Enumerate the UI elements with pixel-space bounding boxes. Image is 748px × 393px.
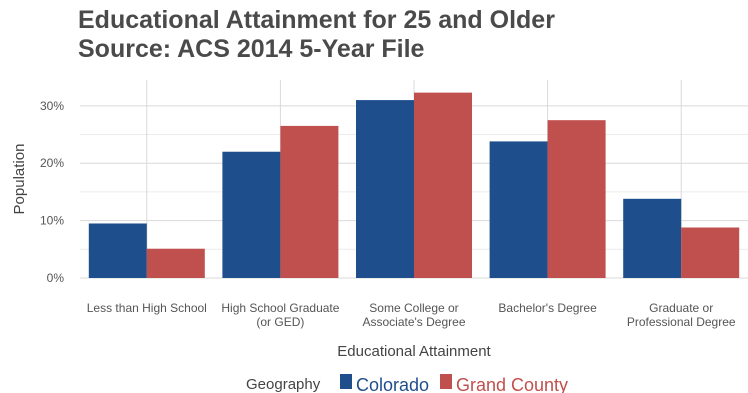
- x-tick-label: Bachelor's Degree: [498, 301, 597, 315]
- bar-colorado: [356, 100, 414, 278]
- bar-colorado: [489, 141, 548, 278]
- y-tick-label: 30%: [40, 99, 64, 113]
- chart-title-block: Educational Attainment for 25 and Older …: [78, 6, 555, 64]
- y-tick-label: 0%: [47, 271, 65, 285]
- bar-colorado: [222, 151, 281, 278]
- x-tick-label: Graduate or Professional Degree: [627, 301, 736, 329]
- legend: Geography Colorado Grand County: [246, 374, 568, 393]
- chart-title: Educational Attainment for 25 and Older: [78, 6, 555, 34]
- bar-grand-county: [414, 92, 472, 278]
- x-tick-label: Some College or Associate's Degree: [362, 301, 465, 329]
- bar-colorado: [88, 223, 147, 278]
- bar-grand-county: [547, 120, 606, 278]
- x-axis-ticks: Less than High School High School Graduat…: [87, 301, 736, 329]
- legend-label-grand-county: Grand County: [456, 375, 568, 393]
- legend-key-colorado: [340, 374, 352, 389]
- legend-title: Geography: [246, 376, 321, 393]
- bar-colorado: [623, 198, 682, 278]
- bar-grand-county: [280, 125, 339, 278]
- y-tick-label: 20%: [40, 156, 64, 170]
- bars-group: [88, 92, 740, 278]
- x-tick-label: High School Graduate (or GED): [221, 301, 339, 329]
- legend-label-colorado: Colorado: [356, 375, 429, 393]
- y-tick-label: 10%: [40, 214, 64, 228]
- bar-grand-county: [146, 248, 205, 278]
- chart-subtitle: Source: ACS 2014 5-Year File: [78, 35, 425, 63]
- legend-key-grand-county: [440, 374, 452, 389]
- x-axis-title: Educational Attainment: [337, 343, 491, 360]
- x-tick-label: Less than High School: [87, 301, 207, 315]
- y-axis-title: Population: [11, 144, 28, 215]
- bar-grand-county: [681, 227, 740, 278]
- y-axis-ticks: 0% 10% 20% 30%: [40, 99, 64, 285]
